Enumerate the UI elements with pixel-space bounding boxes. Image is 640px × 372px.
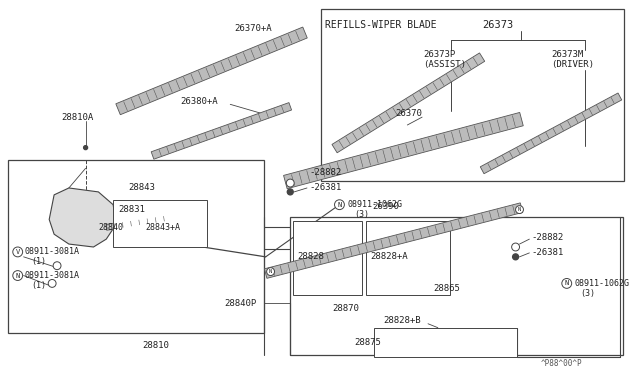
Text: N: N: [269, 269, 272, 274]
Text: REFILLS-WIPER BLADE: REFILLS-WIPER BLADE: [324, 20, 436, 30]
Text: N: N: [518, 207, 521, 212]
Text: 28831: 28831: [118, 205, 145, 214]
Text: 28870: 28870: [333, 304, 360, 312]
Bar: [366, 221, 450, 295]
Text: -26381: -26381: [309, 183, 341, 192]
Bar: [8, 160, 264, 333]
Circle shape: [13, 270, 22, 280]
Text: (3): (3): [354, 210, 369, 219]
Text: N: N: [337, 202, 342, 208]
Bar: [293, 221, 362, 295]
Circle shape: [53, 262, 61, 270]
Bar: [374, 328, 516, 357]
Text: 26370: 26370: [396, 109, 422, 118]
Bar: [113, 200, 207, 247]
Text: ^P88^00^P: ^P88^00^P: [541, 359, 583, 368]
Text: 28810A: 28810A: [61, 113, 93, 122]
Text: (1): (1): [31, 257, 47, 266]
Circle shape: [13, 247, 22, 257]
Text: 26373P: 26373P: [423, 49, 455, 59]
Text: 26390: 26390: [372, 202, 399, 211]
Circle shape: [287, 189, 293, 195]
Text: 28828+A: 28828+A: [370, 252, 408, 262]
Circle shape: [513, 254, 518, 260]
Circle shape: [286, 179, 294, 187]
Text: (DRIVER): (DRIVER): [551, 61, 594, 70]
Circle shape: [335, 200, 344, 209]
Text: 08911-3081A: 08911-3081A: [24, 271, 79, 280]
Text: 08911-3081A: 08911-3081A: [24, 247, 79, 256]
Polygon shape: [49, 188, 116, 247]
Circle shape: [267, 268, 275, 276]
Circle shape: [562, 279, 572, 288]
Text: -28882: -28882: [309, 168, 341, 177]
Bar: [321, 9, 624, 181]
Text: -26381: -26381: [531, 248, 564, 257]
Text: 28843: 28843: [128, 183, 155, 192]
Text: V: V: [15, 249, 20, 255]
Text: 28840: 28840: [99, 223, 124, 232]
Text: 28865: 28865: [433, 284, 460, 293]
Polygon shape: [151, 103, 292, 159]
Circle shape: [84, 146, 88, 150]
Text: 26370+A: 26370+A: [234, 24, 272, 33]
Circle shape: [287, 180, 293, 186]
Text: 28828: 28828: [297, 252, 324, 262]
Text: (1): (1): [31, 281, 47, 290]
Bar: [291, 218, 623, 355]
Text: -28882: -28882: [531, 232, 564, 242]
Text: 28828+B: 28828+B: [384, 316, 421, 325]
Text: N: N: [15, 273, 20, 279]
Text: (3): (3): [580, 289, 596, 298]
Text: 26373: 26373: [482, 20, 513, 30]
Polygon shape: [480, 93, 621, 174]
Text: 26373M: 26373M: [551, 49, 583, 59]
Circle shape: [516, 206, 524, 214]
Text: 28875: 28875: [354, 338, 381, 347]
Text: 28810: 28810: [143, 341, 170, 350]
Polygon shape: [106, 215, 173, 230]
Text: 28840P: 28840P: [225, 299, 257, 308]
Text: (ASSIST): (ASSIST): [423, 61, 466, 70]
Polygon shape: [116, 27, 307, 115]
Text: 08911-1062G: 08911-1062G: [575, 279, 630, 288]
Circle shape: [48, 279, 56, 287]
Polygon shape: [264, 203, 523, 278]
Text: 08911-1062G: 08911-1062G: [348, 200, 403, 209]
Text: N: N: [564, 280, 569, 286]
Text: 28843+A: 28843+A: [146, 223, 180, 232]
Polygon shape: [332, 53, 484, 153]
Polygon shape: [284, 112, 524, 189]
Circle shape: [511, 243, 520, 251]
Text: 26380+A: 26380+A: [180, 97, 218, 106]
